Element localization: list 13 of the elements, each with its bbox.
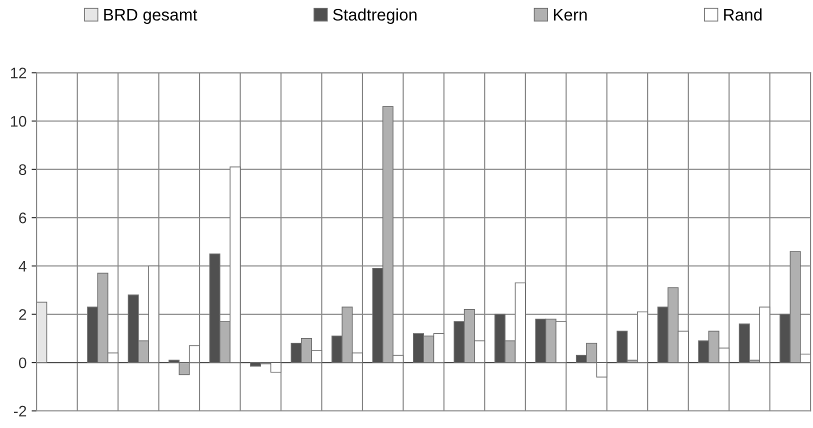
y-tick-label: 6 bbox=[19, 212, 26, 224]
y-tick-label: -2 bbox=[14, 406, 26, 416]
legend-label: Rand bbox=[724, 8, 762, 21]
y-tick-label: 2 bbox=[19, 309, 26, 320]
y-tick-label: 12 bbox=[11, 68, 26, 78]
y-tick-label: 8 bbox=[19, 164, 26, 176]
y-tick-label: 10 bbox=[11, 116, 26, 127]
legend-label: BRD gesamt bbox=[104, 9, 198, 24]
legend-label: Stadtregion bbox=[333, 8, 416, 24]
y-tick-label: 0 bbox=[18, 357, 26, 368]
legend-label: Kern bbox=[554, 9, 587, 21]
bar bbox=[36, 302, 48, 363]
y-tick-label: 4 bbox=[18, 260, 26, 272]
